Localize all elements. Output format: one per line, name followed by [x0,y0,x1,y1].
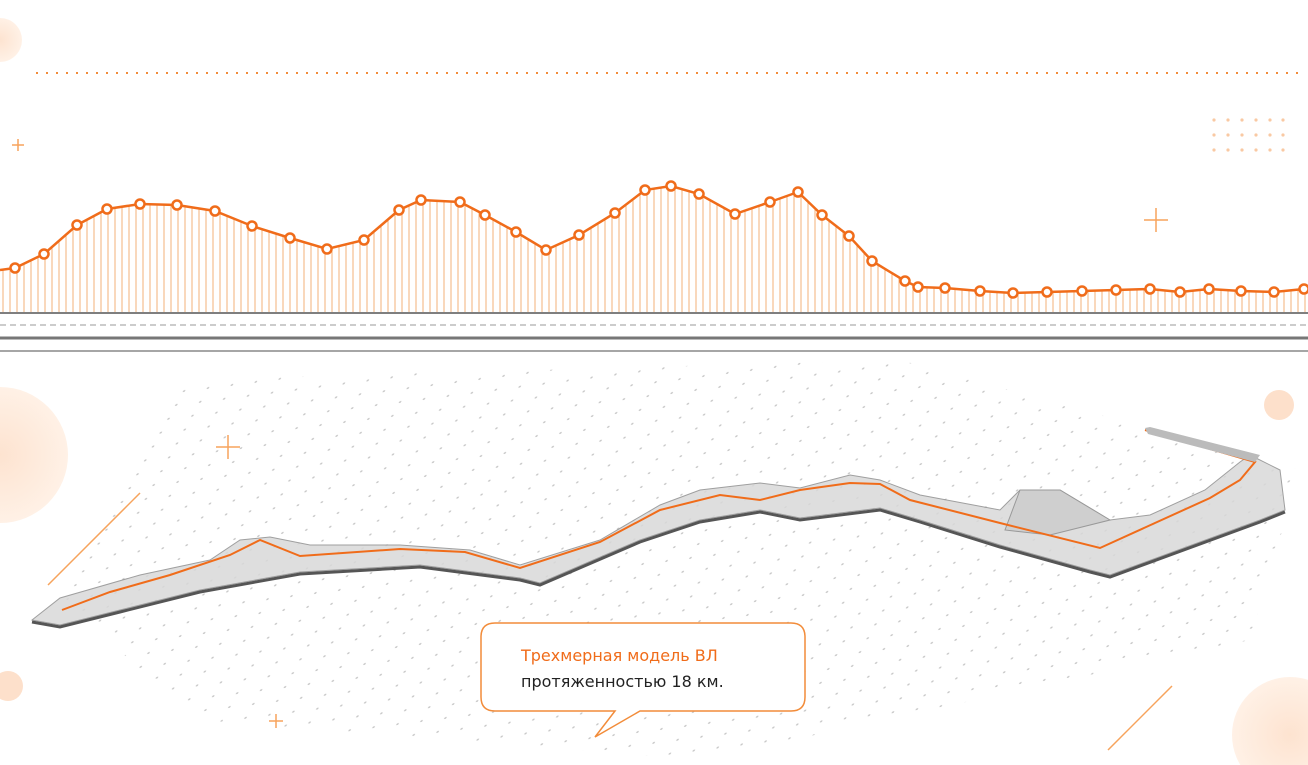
profile-marker [246,220,258,232]
profile-marker [609,207,621,219]
profile-marker [816,209,828,221]
deco-dots [1212,118,1285,152]
profile-marker [171,199,183,211]
profile-marker [1041,286,1053,298]
profile-marker [1235,285,1247,297]
profile-marker [573,229,585,241]
profile-marker [729,208,741,220]
profile-marker [912,281,924,293]
profile-marker [639,184,651,196]
profile-marker [454,196,466,208]
profile-marker [510,226,522,238]
profile-marker [284,232,296,244]
profile-hatching [0,186,1308,312]
profile-marker [939,282,951,294]
profile-marker [693,188,705,200]
profile-marker [1110,284,1122,296]
profile-marker [1174,286,1186,298]
deco-circle [0,387,68,523]
profile-marker [38,248,50,260]
profile-marker [843,230,855,242]
profile-marker [665,180,677,192]
profile-marker [1076,285,1088,297]
profile-marker [479,209,491,221]
profile-marker [866,255,878,267]
callout-title: Трехмерная модель ВЛ [520,646,718,665]
profile-marker [393,204,405,216]
profile-marker [1144,283,1156,295]
profile-marker [209,205,221,217]
profile-marker [1298,283,1308,295]
deco-circle [0,18,22,62]
callout-box [480,622,806,738]
profile-marker [540,244,552,256]
profile-marker [71,219,83,231]
deco-circle [1264,390,1294,420]
deco-circle [1232,677,1308,765]
callout-subtitle: протяженностью 18 км. [521,672,724,691]
profile-marker [792,186,804,198]
terrain-model [30,427,1286,629]
profile-marker [1268,286,1280,298]
profile-marker [764,196,776,208]
profile-marker [101,203,113,215]
profile-marker [1007,287,1019,299]
profile-marker [9,262,21,274]
deco-circle [0,671,23,701]
profile-marker [321,243,333,255]
profile-marker [974,285,986,297]
profile-marker [415,194,427,206]
profile-marker [1203,283,1215,295]
profile-markers [9,180,1308,299]
profile-marker [358,234,370,246]
terrain-grid [60,360,1300,760]
profile-marker [899,275,911,287]
profile-marker [134,198,146,210]
